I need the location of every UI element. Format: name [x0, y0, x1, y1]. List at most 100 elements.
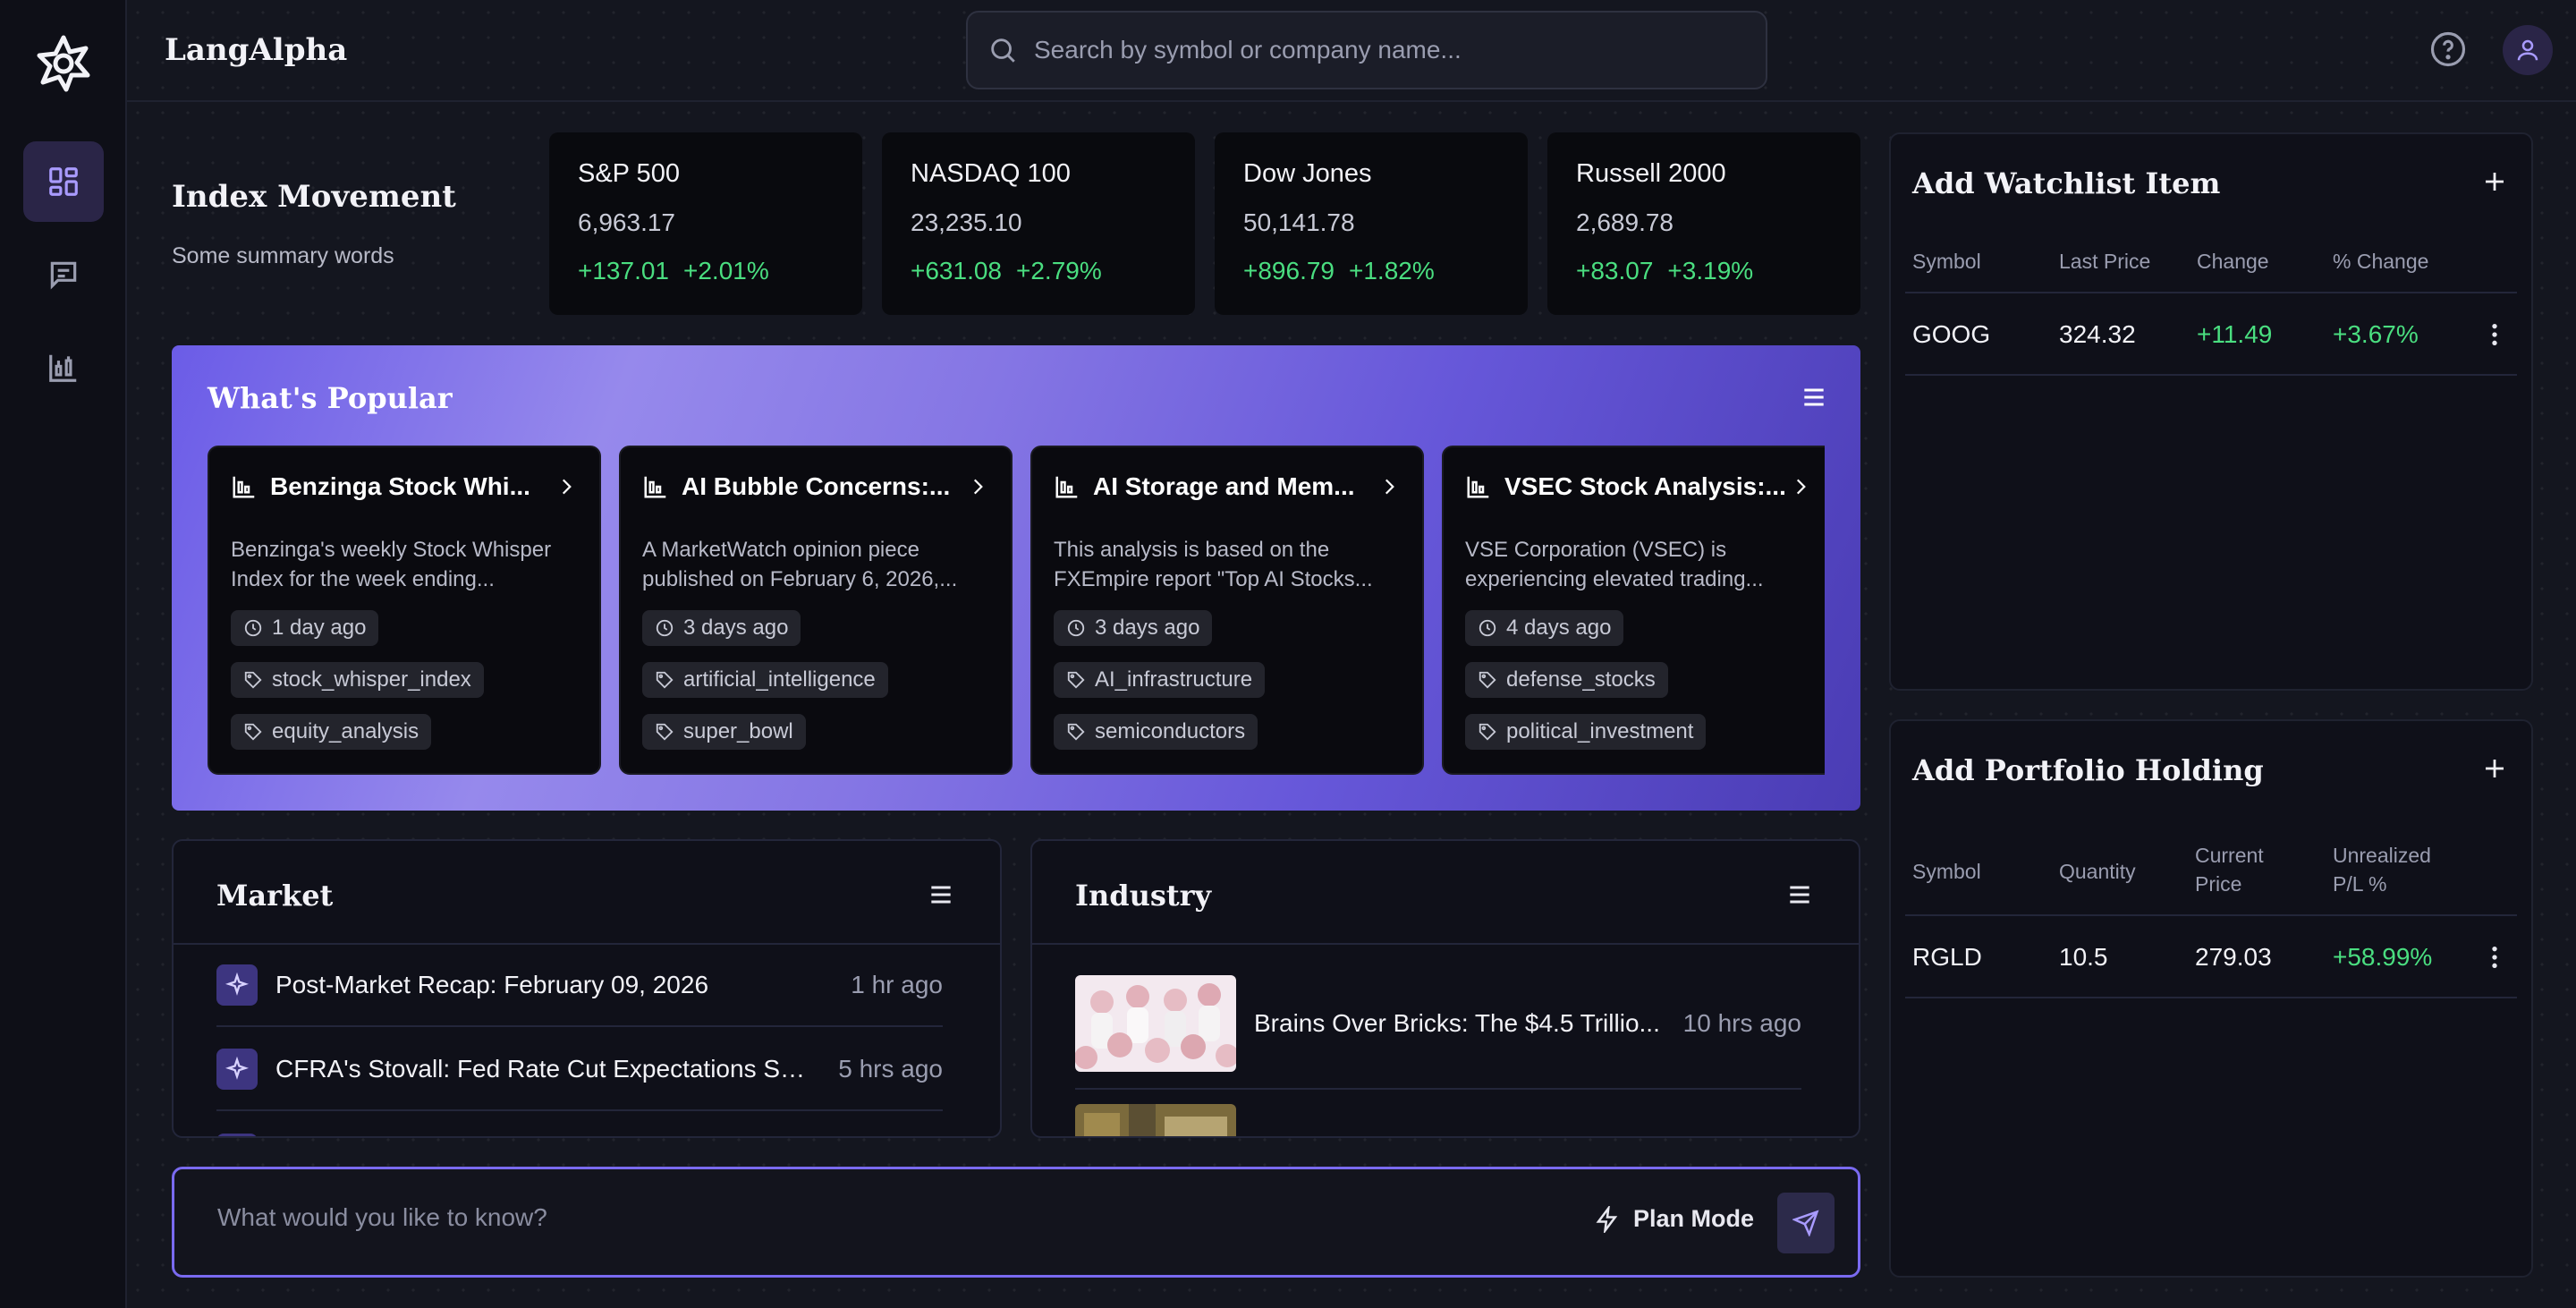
list-item[interactable]: Brains Over Bricks: The $4.5 Trillio... …	[1075, 959, 1801, 1090]
sidebar-item-dashboard[interactable]	[23, 141, 104, 222]
popular-card[interactable]: Benzinga Stock Whi... Benzinga's weekly …	[208, 446, 601, 775]
index-name: Russell 2000	[1576, 159, 1726, 188]
help-button[interactable]	[2429, 30, 2467, 68]
index-card-sp500[interactable]: S&P 500 6,963.17 +137.01 +2.01%	[549, 132, 862, 315]
watchlist-panel: Add Watchlist Item Symbol Last Price Cha…	[1889, 132, 2533, 691]
sidebar	[0, 0, 127, 1308]
clock-icon	[1479, 619, 1496, 637]
divider	[174, 943, 1000, 945]
index-card-dow-jones[interactable]: Dow Jones 50,141.78 +896.79 +1.82%	[1215, 132, 1528, 315]
tag-icon	[244, 671, 262, 689]
tag-icon	[1067, 723, 1085, 741]
index-card-nasdaq100[interactable]: NASDAQ 100 23,235.10 +631.08 +2.79%	[882, 132, 1195, 315]
tag-icon	[244, 723, 262, 741]
tag-label: AI_infrastructure	[1095, 667, 1253, 692]
popular-card-title: Benzinga Stock Whi...	[270, 472, 530, 500]
row-menu-button[interactable]	[2485, 320, 2504, 353]
index-change: +83.07	[1576, 257, 1654, 285]
plan-mode-button[interactable]: Plan Mode	[1594, 1205, 1754, 1233]
add-portfolio-button[interactable]	[2481, 755, 2508, 786]
search-input[interactable]	[1034, 36, 1732, 64]
tag-chip[interactable]: semiconductors	[1054, 714, 1258, 750]
popular-card[interactable]: VSEC Stock Analysis:... VSE Corporation …	[1442, 446, 1825, 775]
index-value: 6,963.17	[578, 208, 675, 236]
row-menu-button[interactable]	[2485, 943, 2504, 976]
popular-card[interactable]: AI Storage and Mem... This analysis is b…	[1030, 446, 1424, 775]
user-icon	[2517, 39, 2538, 61]
index-value: 23,235.10	[911, 208, 1022, 236]
tag-label: stock_whisper_index	[272, 667, 471, 692]
popular-card-description: This analysis is based on the FXEmpire r…	[1054, 538, 1373, 591]
popular-card-description: Benzinga's weekly Stock Whisper Index fo…	[231, 538, 552, 591]
tag-label: equity_analysis	[272, 719, 419, 743]
report-chart-icon	[233, 476, 255, 498]
quantity-cell: 10.5	[2059, 943, 2108, 971]
tag-chip[interactable]: AI_infrastructure	[1054, 662, 1266, 698]
popular-carousel[interactable]: Benzinga Stock Whi... Benzinga's weekly …	[208, 446, 1825, 777]
industry-menu-button[interactable]	[1785, 880, 1814, 913]
symbol-cell: GOOG	[1912, 320, 1991, 348]
list-item[interactable]: CFRA's Stovall: Fed Rate Cut Expectation…	[216, 1029, 943, 1111]
unrealized-pl-cell: +58.99%	[2333, 943, 2433, 971]
industry-title: Industry	[1075, 879, 1212, 913]
send-button[interactable]	[1777, 1193, 1835, 1253]
market-title: Market	[216, 879, 334, 913]
list-item[interactable]	[216, 1113, 943, 1136]
watchlist-header: Symbol Last Price Change % Change	[1905, 240, 2517, 293]
tag-chip[interactable]: artificial_intelligence	[642, 662, 888, 698]
table-row[interactable]: GOOG 324.32 +11.49 +3.67%	[1905, 295, 2517, 376]
chat-icon	[50, 261, 77, 290]
lightning-icon	[1596, 1205, 1618, 1233]
popular-card-title: VSEC Stock Analysis:...	[1504, 472, 1786, 500]
tag-icon	[656, 723, 674, 741]
change-cell: +11.49	[2197, 320, 2273, 348]
sparkle-icon	[216, 964, 258, 1006]
chat-input[interactable]	[217, 1203, 1559, 1232]
tag-chip[interactable]: equity_analysis	[231, 714, 432, 750]
column-header: Quantity	[2059, 860, 2136, 883]
add-watchlist-button[interactable]	[2481, 168, 2508, 200]
news-title: Brains Over Bricks: The $4.5 Trillio...	[1254, 1009, 1660, 1037]
index-change: +137.01	[578, 257, 669, 285]
watchlist-title: Add Watchlist Item	[1912, 166, 2221, 200]
list-item[interactable]	[1075, 1095, 1801, 1136]
plus-icon	[2486, 760, 2504, 777]
tag-icon	[1479, 671, 1496, 689]
index-card-russell-2000[interactable]: Russell 2000 2,689.78 +83.07 +3.19%	[1547, 132, 1860, 315]
menu-icon	[1790, 886, 1809, 904]
popular-menu-button[interactable]	[1800, 383, 1828, 416]
logo-icon[interactable]	[32, 32, 95, 95]
tag-label: political_investment	[1506, 719, 1694, 743]
column-header: Unrealized P/L %	[2333, 844, 2431, 896]
market-panel: Market Post-Market Recap: February 09, 2…	[172, 839, 1002, 1138]
tag-chip[interactable]: super_bowl	[642, 714, 806, 750]
tag-icon	[1479, 723, 1496, 741]
tag-chip[interactable]: defense_stocks	[1465, 662, 1668, 698]
index-change-pct: +2.79%	[1016, 257, 1102, 285]
search-icon	[991, 38, 1015, 63]
news-title: CFRA's Stovall: Fed Rate Cut Expectation…	[275, 1055, 818, 1083]
time-chip: 1 day ago	[231, 610, 379, 646]
search-bar[interactable]	[966, 11, 1767, 89]
report-chart-icon	[1055, 476, 1078, 498]
market-menu-button[interactable]	[927, 880, 955, 913]
list-item[interactable]: Post-Market Recap: February 09, 2026 1 h…	[216, 945, 943, 1027]
tag-chip[interactable]: political_investment	[1465, 714, 1707, 750]
index-change: +631.08	[911, 257, 1002, 285]
index-change-pct: +3.19%	[1667, 257, 1754, 285]
sparkle-icon	[216, 1134, 258, 1136]
table-row[interactable]: RGLD 10.5 279.03 +58.99%	[1905, 918, 2517, 998]
chevron-right-icon	[1385, 479, 1394, 495]
popular-card-description: A MarketWatch opinion piece published on…	[642, 538, 958, 591]
tag-label: super_bowl	[683, 719, 793, 743]
sidebar-item-chat[interactable]	[23, 234, 104, 315]
popular-card-description: VSE Corporation (VSEC) is experiencing e…	[1465, 538, 1764, 591]
avatar[interactable]	[2503, 25, 2553, 75]
tag-label: artificial_intelligence	[683, 667, 876, 692]
more-vertical-icon	[2492, 324, 2497, 345]
sidebar-item-charts[interactable]	[23, 327, 104, 408]
tag-chip[interactable]: stock_whisper_index	[231, 662, 484, 698]
chat-input-box[interactable]: Plan Mode	[172, 1167, 1860, 1278]
symbol-cell: RGLD	[1912, 943, 1982, 971]
popular-card[interactable]: AI Bubble Concerns:... A MarketWatch opi…	[619, 446, 1013, 775]
